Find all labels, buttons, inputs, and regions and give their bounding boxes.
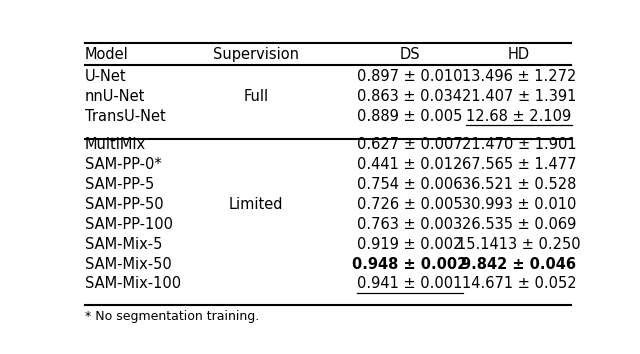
Text: SAM-Mix-5: SAM-Mix-5 [85,237,163,252]
Text: 13.496 ± 1.272: 13.496 ± 1.272 [462,69,576,84]
Text: 0.441 ± 0.012: 0.441 ± 0.012 [357,157,463,172]
Text: U-Net: U-Net [85,69,127,84]
Text: 0.941 ± 0.001: 0.941 ± 0.001 [357,276,463,291]
Text: 30.993 ± 0.010: 30.993 ± 0.010 [462,197,576,212]
Text: DS: DS [399,47,420,62]
Text: 0.754 ± 0.006: 0.754 ± 0.006 [357,177,463,192]
Text: 0.948 ± 0.002: 0.948 ± 0.002 [352,257,467,272]
Text: 0.919 ± 0.002: 0.919 ± 0.002 [357,237,463,252]
Text: Full: Full [243,89,269,104]
Text: 21.470 ± 1.901: 21.470 ± 1.901 [461,137,576,152]
Text: SAM-PP-100: SAM-PP-100 [85,217,173,232]
Text: 0.763 ± 0.003: 0.763 ± 0.003 [357,217,463,232]
Text: 0.863 ± 0.034: 0.863 ± 0.034 [357,89,462,104]
Text: HD: HD [508,47,530,62]
Text: MultiMix: MultiMix [85,137,146,152]
Text: 9.842 ± 0.046: 9.842 ± 0.046 [461,257,577,272]
Text: nnU-Net: nnU-Net [85,89,145,104]
Text: SAM-PP-0*: SAM-PP-0* [85,157,162,172]
Text: Model: Model [85,47,129,62]
Text: 36.521 ± 0.528: 36.521 ± 0.528 [462,177,576,192]
Text: 0.627 ± 0.007: 0.627 ± 0.007 [357,137,463,152]
Text: Limited: Limited [229,197,284,212]
Text: SAM-Mix-50: SAM-Mix-50 [85,257,172,272]
Text: 12.68 ± 2.109: 12.68 ± 2.109 [467,109,572,124]
Text: * No segmentation training.: * No segmentation training. [85,310,259,323]
Text: SAM-Mix-100: SAM-Mix-100 [85,276,181,291]
Text: 14.671 ± 0.052: 14.671 ± 0.052 [461,276,576,291]
Text: 15.1413 ± 0.250: 15.1413 ± 0.250 [457,237,580,252]
Text: 26.535 ± 0.069: 26.535 ± 0.069 [462,217,576,232]
Text: 67.565 ± 1.477: 67.565 ± 1.477 [461,157,576,172]
Text: SAM-PP-5: SAM-PP-5 [85,177,154,192]
Text: Supervision: Supervision [213,47,299,62]
Text: 0.726 ± 0.005: 0.726 ± 0.005 [357,197,463,212]
Text: SAM-PP-50: SAM-PP-50 [85,197,164,212]
Text: TransU-Net: TransU-Net [85,109,166,124]
Text: 0.889 ± 0.005: 0.889 ± 0.005 [357,109,463,124]
Text: 21.407 ± 1.391: 21.407 ± 1.391 [462,89,576,104]
Text: 0.897 ± 0.010: 0.897 ± 0.010 [357,69,463,84]
